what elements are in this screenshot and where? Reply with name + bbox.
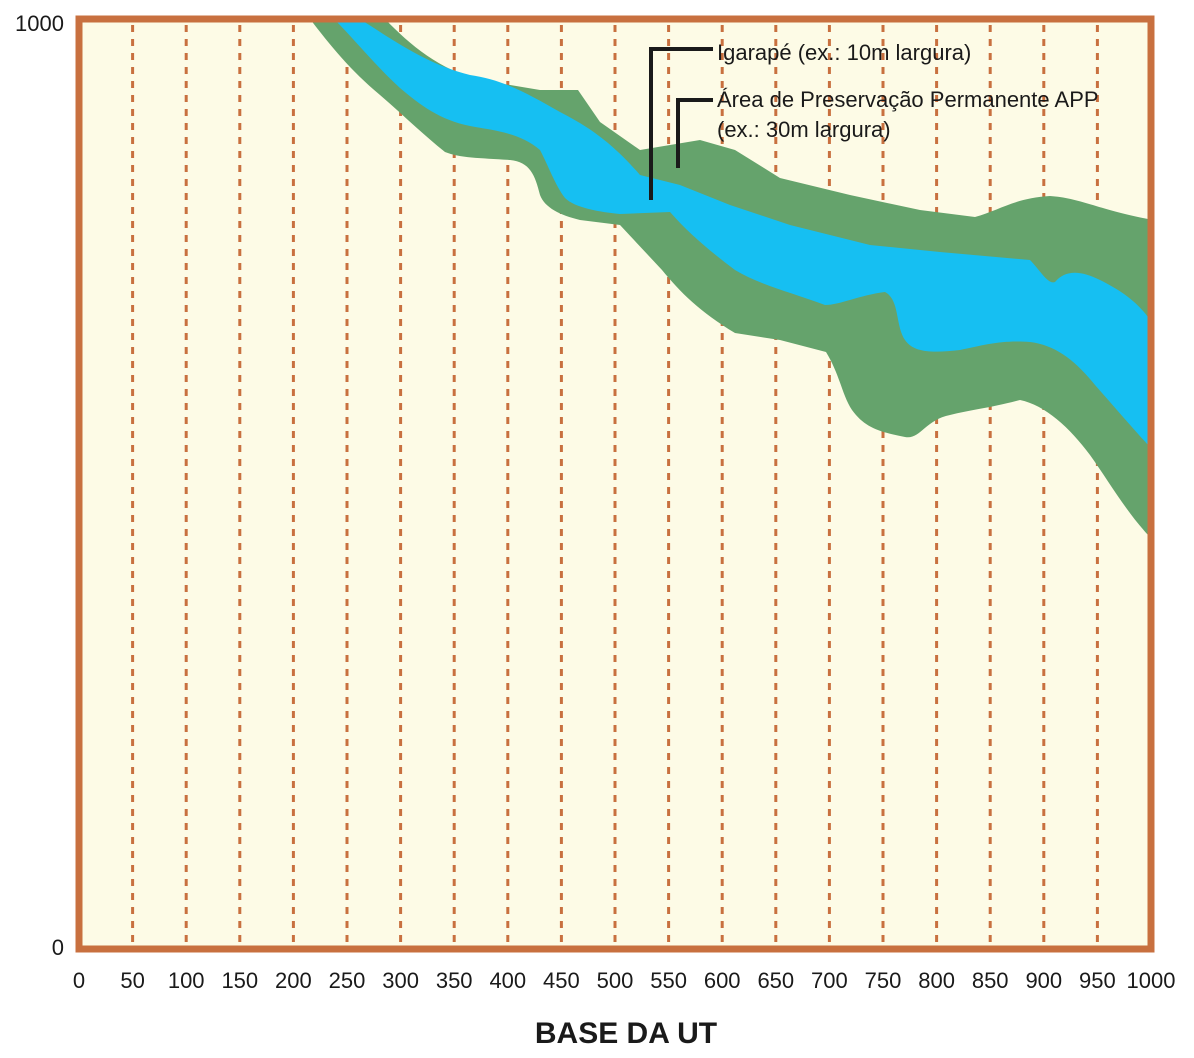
x-tick-label-1000: 1000 bbox=[1127, 968, 1176, 993]
x-tick-label-100: 100 bbox=[168, 968, 205, 993]
y-axis-top-label: 1000 bbox=[15, 11, 64, 36]
x-tick-label-800: 800 bbox=[918, 968, 955, 993]
x-tick-label-150: 150 bbox=[221, 968, 258, 993]
x-tick-label-700: 700 bbox=[811, 968, 848, 993]
x-tick-label-850: 850 bbox=[972, 968, 1009, 993]
app-zone bbox=[310, 19, 1148, 535]
app-label-line2: (ex.: 30m largura) bbox=[717, 117, 891, 142]
x-axis-ticks: 0 50 100 150 200 250 300 350 400 450 500 550 600 650 7… bbox=[73, 968, 1176, 993]
x-tick-label-650: 650 bbox=[757, 968, 794, 993]
x-tick-label-550: 550 bbox=[650, 968, 687, 993]
x-tick-label-250: 250 bbox=[329, 968, 366, 993]
x-tick-label-50: 50 bbox=[120, 968, 144, 993]
x-tick-label-450: 450 bbox=[543, 968, 580, 993]
x-tick-label-0: 0 bbox=[73, 968, 85, 993]
x-tick-label-900: 900 bbox=[1025, 968, 1062, 993]
x-tick-label-400: 400 bbox=[489, 968, 526, 993]
stream-leader-line bbox=[649, 47, 713, 200]
x-tick-label-500: 500 bbox=[597, 968, 634, 993]
x-axis-title: BASE DA UT bbox=[535, 1017, 717, 1050]
x-tick-label-350: 350 bbox=[436, 968, 473, 993]
app-leader-line bbox=[676, 98, 713, 168]
leader-lines bbox=[649, 47, 713, 200]
x-tick-label-750: 750 bbox=[865, 968, 902, 993]
x-tick-label-200: 200 bbox=[275, 968, 312, 993]
x-tick-label-300: 300 bbox=[382, 968, 419, 993]
stream bbox=[334, 19, 1148, 445]
plot-frame bbox=[75, 15, 1155, 953]
y-axis-bottom-label: 0 bbox=[52, 935, 64, 960]
app-label-line1: Área de Preservação Permanente APP bbox=[717, 87, 1099, 112]
stream-label: Igarapé (ex.: 10m largura) bbox=[717, 40, 971, 65]
x-tick-label-600: 600 bbox=[704, 968, 741, 993]
x-tick-label-950: 950 bbox=[1079, 968, 1116, 993]
